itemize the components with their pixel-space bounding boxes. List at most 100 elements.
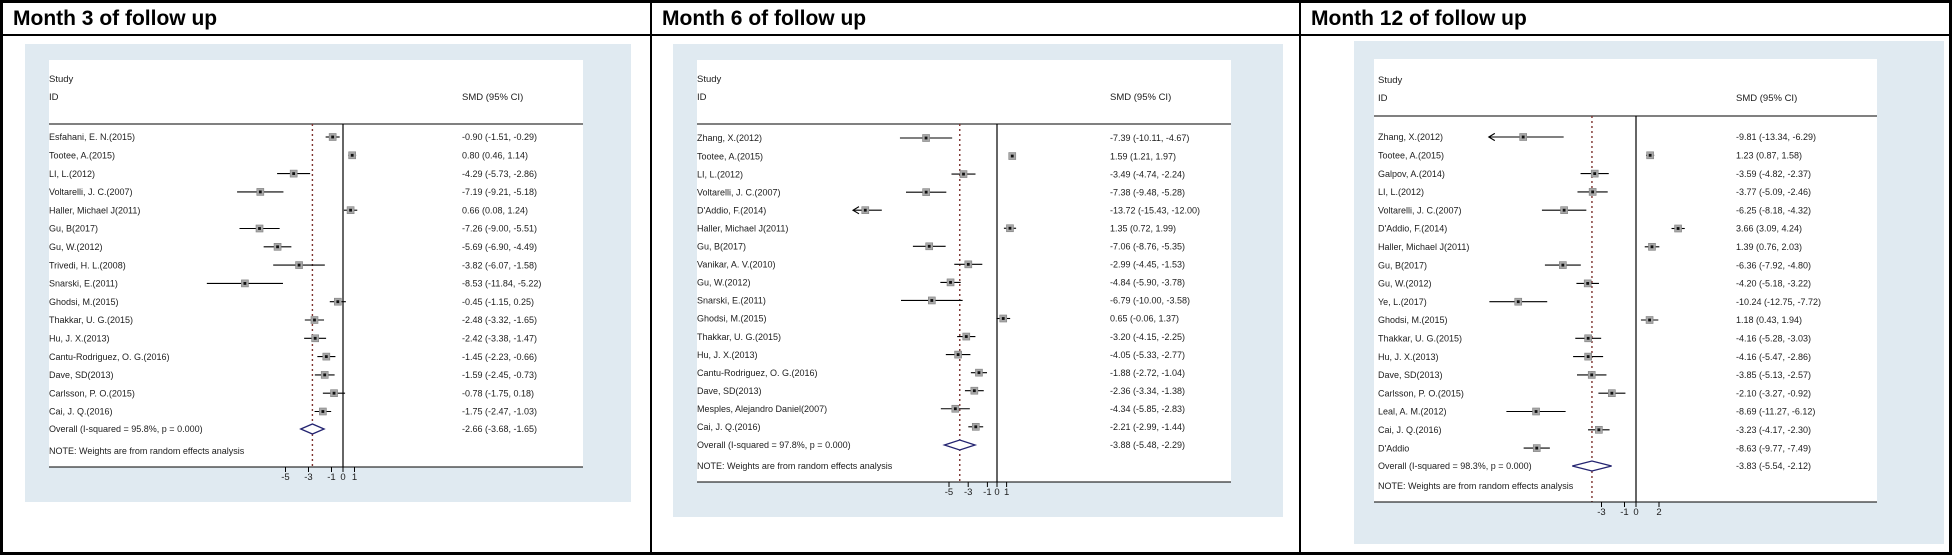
svg-text:-0.90 (-1.51, -0.29): -0.90 (-1.51, -0.29)	[462, 132, 537, 142]
forest-row: Esfahani, E. N.(2015) -0.90 (-1.51, -0.29…	[49, 132, 537, 142]
svg-text:Gu, W.(2012): Gu, W.(2012)	[1378, 279, 1432, 289]
effect-marker-center	[927, 244, 931, 248]
svg-text:Zhang, X.(2012): Zhang, X.(2012)	[697, 133, 762, 143]
svg-text:SMD (95% CI): SMD (95% CI)	[1110, 92, 1171, 103]
column-headers: Study ID SMD (95% CI)	[697, 74, 1171, 103]
svg-text:Haller, Michael J(2011): Haller, Michael J(2011)	[49, 205, 140, 215]
effect-marker-center	[966, 262, 970, 266]
forest-row: Thakkar, U. G.(2015) -4.16 (-5.28, -3.03)	[1378, 334, 1811, 344]
forest-row: Leal, A. M.(2012) -8.69 (-11.27, -6.12)	[1378, 407, 1815, 417]
svg-text:D'Addio, F.(2014): D'Addio, F.(2014)	[1378, 224, 1447, 234]
weights-note: NOTE: Weights are from random effects an…	[697, 461, 893, 471]
effect-marker-center	[1676, 227, 1680, 230]
axis-tick-label: -3	[304, 472, 312, 483]
effect-marker-center	[1610, 391, 1614, 395]
forest-row: Cantu-Rodriguez, O. G.(2016) -1.45 (-2.23…	[49, 352, 537, 362]
panel-month-12-header: Month 12 of follow up	[1301, 3, 1949, 36]
axis-tick-label: -3	[964, 487, 972, 498]
forest-row: Thakkar, U. G.(2015) -2.48 (-3.32, -1.65)	[49, 315, 537, 325]
svg-text:Esfahani, E. N.(2015): Esfahani, E. N.(2015)	[49, 132, 135, 142]
plot-background	[49, 60, 583, 467]
plot-background	[697, 60, 1231, 482]
svg-text:Overall (I-squared = 98.3%, p: Overall (I-squared = 98.3%, p = 0.000)	[1378, 461, 1532, 471]
forest-row: Tootee, A.(2015) 1.59 (1.21, 1.97)	[697, 151, 1176, 161]
svg-text:-7.26 (-9.00, -5.51): -7.26 (-9.00, -5.51)	[462, 224, 537, 234]
svg-text:Overall (I-squared = 97.8%, p: Overall (I-squared = 97.8%, p = 0.000)	[697, 440, 851, 450]
effect-marker-center	[324, 355, 328, 358]
forest-row: Tootee, A.(2015) 1.23 (0.87, 1.58)	[1378, 151, 1802, 161]
svg-text:-4.29 (-5.73, -2.86): -4.29 (-5.73, -2.86)	[462, 169, 537, 179]
effect-marker-center	[1008, 226, 1012, 230]
svg-text:Galpov, A.(2014): Galpov, A.(2014)	[1378, 169, 1445, 179]
svg-text:-8.69 (-11.27, -6.12): -8.69 (-11.27, -6.12)	[1736, 407, 1815, 417]
effect-marker-center	[1001, 317, 1005, 320]
svg-text:Thakkar, U. G.(2015): Thakkar, U. G.(2015)	[1378, 334, 1462, 344]
effect-marker-center	[258, 190, 262, 194]
effect-marker-center	[977, 371, 981, 375]
column-headers: Study ID SMD (95% CI)	[49, 74, 523, 103]
forest-row: Cai, J. Q.(2016) -2.21 (-2.99, -1.44)	[697, 422, 1185, 432]
forest-row: Zhang, X.(2012) -7.39 (-10.11, -4.67)	[697, 133, 1189, 143]
svg-text:-3.23 (-4.17, -2.30): -3.23 (-4.17, -2.30)	[1736, 425, 1811, 435]
svg-text:Snarski, E.(2011): Snarski, E.(2011)	[697, 296, 766, 306]
svg-text:Carlsson, P. O.(2015): Carlsson, P. O.(2015)	[1378, 388, 1464, 398]
svg-text:Study: Study	[1378, 75, 1403, 86]
svg-text:Carlsson, P. O.(2015): Carlsson, P. O.(2015)	[49, 388, 135, 398]
svg-text:-2.36 (-3.34, -1.38): -2.36 (-3.34, -1.38)	[1110, 386, 1185, 396]
forest-row: Snarski, E.(2011) -8.53 (-11.84, -5.22)	[49, 279, 541, 289]
svg-text:Thakkar, U. G.(2015): Thakkar, U. G.(2015)	[49, 315, 133, 325]
svg-text:-3.77 (-5.09, -2.46): -3.77 (-5.09, -2.46)	[1736, 187, 1811, 197]
axis-tick-label: -5	[281, 472, 289, 483]
svg-text:1.18 (0.43, 1.94): 1.18 (0.43, 1.94)	[1736, 315, 1802, 325]
axis-tick-label: -1	[1620, 507, 1628, 518]
effect-marker-center	[972, 389, 976, 393]
svg-text:Voltarelli, J. C.(2007): Voltarelli, J. C.(2007)	[49, 187, 133, 197]
effect-marker-center	[1586, 355, 1590, 358]
forest-row: Cai, J. Q.(2016) -1.75 (-2.47, -1.03)	[49, 407, 537, 417]
svg-text:D'Addio: D'Addio	[1378, 443, 1409, 453]
axis-tick-label: -5	[945, 487, 953, 498]
svg-text:-3.49 (-4.74, -2.24): -3.49 (-4.74, -2.24)	[1110, 169, 1185, 179]
svg-text:-4.16 (-5.28, -3.03): -4.16 (-5.28, -3.03)	[1736, 334, 1811, 344]
panel-month-3: Month 3 of follow up Study ID SMD (95% CI)…	[3, 3, 652, 552]
forest-row: D'Addio, F.(2014) 3.66 (3.09, 4.24)	[1378, 224, 1802, 234]
svg-text:Vanikar, A. V.(2010): Vanikar, A. V.(2010)	[697, 260, 776, 270]
axis-tick-label: -3	[1597, 507, 1605, 518]
svg-text:Haller, Michael J(2011): Haller, Michael J(2011)	[1378, 242, 1469, 252]
svg-text:-3.85 (-5.13, -2.57): -3.85 (-5.13, -2.57)	[1736, 370, 1811, 380]
forest-row: Gu, B(2017) -7.06 (-8.76, -5.35)	[697, 242, 1185, 252]
svg-text:1.39 (0.76, 2.03): 1.39 (0.76, 2.03)	[1736, 242, 1802, 252]
svg-text:-2.10 (-3.27, -0.92): -2.10 (-3.27, -0.92)	[1736, 388, 1811, 398]
effect-marker-center	[1586, 336, 1590, 340]
forest-row: Trivedi, H. L.(2008) -3.82 (-6.07, -1.58)	[49, 260, 537, 270]
forest-row: Voltarelli, J. C.(2007) -6.25 (-8.18, -4.…	[1378, 205, 1811, 215]
effect-marker-center	[974, 425, 978, 429]
svg-text:ID: ID	[697, 92, 707, 103]
forest-row: LI, L.(2012) -3.49 (-4.74, -2.24)	[697, 169, 1185, 179]
svg-text:-4.16 (-5.47, -2.86): -4.16 (-5.47, -2.86)	[1736, 352, 1811, 362]
forest-row: Zhang, X.(2012) -9.81 (-13.34, -6.29)	[1378, 132, 1816, 142]
effect-marker-center	[1648, 318, 1651, 322]
svg-text:-3.20 (-4.15, -2.25): -3.20 (-4.15, -2.25)	[1110, 332, 1185, 342]
forest-row: Haller, Michael J(2011) 0.66 (0.08, 1.24)	[49, 205, 528, 215]
svg-text:-8.53 (-11.84, -5.22): -8.53 (-11.84, -5.22)	[462, 279, 541, 289]
svg-text:Hu, J. X.(2013): Hu, J. X.(2013)	[697, 350, 758, 360]
effect-marker-center	[863, 208, 867, 212]
overall-row: Overall (I-squared = 95.8%, p = 0.000) -2…	[49, 423, 537, 435]
effect-marker-center	[313, 318, 316, 322]
svg-text:-4.34 (-5.85, -2.83): -4.34 (-5.85, -2.83)	[1110, 404, 1185, 414]
effect-marker-center	[332, 391, 336, 395]
forest-plot-month-12: Study ID SMD (95% CI) Zhang, X.(2012) -9.81 …	[1354, 41, 1949, 549]
effect-marker-center	[1597, 428, 1601, 432]
svg-text:-7.39 (-10.11, -4.67): -7.39 (-10.11, -4.67)	[1110, 133, 1189, 143]
overall-diamond	[1572, 460, 1612, 472]
svg-text:-2.66 (-3.68, -1.65): -2.66 (-3.68, -1.65)	[462, 424, 537, 434]
svg-text:Study: Study	[49, 74, 74, 85]
axis-tick-label: -1	[327, 472, 335, 483]
svg-text:-7.38 (-9.48, -5.28): -7.38 (-9.48, -5.28)	[1110, 187, 1185, 197]
svg-text:Haller, Michael J(2011): Haller, Michael J(2011)	[697, 223, 788, 233]
svg-text:Cai, J. Q.(2016): Cai, J. Q.(2016)	[697, 422, 761, 432]
svg-text:Dave, SD(2013): Dave, SD(2013)	[697, 386, 762, 396]
effect-marker-center	[1562, 208, 1566, 212]
forest-row: Gu, B(2017) -6.36 (-7.92, -4.80)	[1378, 260, 1811, 270]
